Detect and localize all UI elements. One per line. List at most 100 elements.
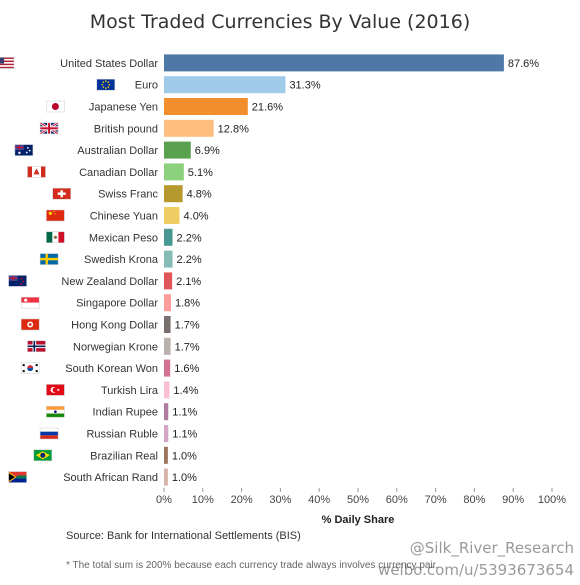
category-label-united-states-dollar: United States Dollar	[60, 58, 158, 70]
sg-flag-icon	[20, 296, 40, 309]
nz-flag-icon	[8, 275, 27, 287]
bars-layer	[164, 54, 504, 486]
footnote: * The total sum is 200% because each cur…	[66, 560, 439, 571]
value-label-swedish-krona: 2.2%	[177, 254, 202, 266]
value-label-turkish-lira: 1.4%	[173, 385, 198, 397]
source-label: Source:	[66, 530, 104, 542]
x-axis-ticks: 0% 10% 20% 30% 40% 50% 60% 70% 80% 90% 100%	[156, 488, 566, 506]
category-label-mexican-peso: Mexican Peso	[89, 232, 158, 244]
bar-singapore-dollar	[164, 294, 171, 312]
ca-flag-icon	[27, 166, 46, 178]
br-flag-icon	[33, 449, 53, 462]
se-flag-icon	[39, 253, 59, 265]
x-tick-label-5: 50%	[347, 494, 369, 506]
bar-russian-ruble	[164, 425, 169, 442]
x-tick-label-3: 30%	[269, 494, 291, 506]
bar-euro	[164, 76, 286, 94]
category-label-australian-dollar: Australian Dollar	[77, 145, 158, 157]
bar-brazilian-real	[164, 446, 168, 464]
au-flag-icon	[14, 144, 34, 156]
bar-united-states-dollar	[164, 54, 504, 72]
value-label-indian-rupee: 1.1%	[172, 407, 197, 419]
bar-british-pound	[164, 119, 214, 137]
bar-chinese-yuan	[164, 207, 180, 224]
value-label-japanese-yen: 21.6%	[252, 102, 283, 114]
in-flag-icon	[46, 405, 65, 418]
mx-flag-icon	[46, 231, 65, 244]
value-label-canadian-dollar: 5.1%	[188, 167, 213, 179]
category-label-chinese-yuan: Chinese Yuan	[90, 211, 158, 223]
us-flag-icon	[0, 57, 15, 69]
category-label-south-korean-won: South Korean Won	[65, 363, 158, 375]
chart-title: Most Traded Currencies By Value (2016)	[90, 11, 471, 33]
bar-australian-dollar	[164, 141, 191, 159]
category-label-hong-kong-dollar: Hong Kong Dollar	[71, 320, 158, 332]
category-label-south-african-rand: South African Rand	[63, 472, 158, 484]
category-label-russian-ruble: Russian Ruble	[86, 429, 158, 441]
source-note: Source: Bank for International Settlemen…	[66, 530, 301, 542]
bar-south-african-rand	[164, 468, 168, 486]
watermark: @Silk_River_Research weibo.com/u/5393673…	[378, 537, 574, 581]
hk-flag-icon	[20, 318, 40, 331]
cn-flag-icon	[46, 209, 65, 222]
category-label-canadian-dollar: Canadian Dollar	[79, 167, 158, 179]
za-flag-icon	[8, 471, 27, 483]
category-label-euro: Euro	[135, 80, 158, 92]
value-label-hong-kong-dollar: 1.7%	[175, 320, 200, 332]
bar-canadian-dollar	[164, 163, 184, 181]
x-tick-label-8: 80%	[463, 494, 485, 506]
bar-turkish-lira	[164, 381, 170, 399]
flags-layer	[0, 57, 116, 483]
x-tick-label-2: 20%	[231, 494, 253, 506]
tr-flag-icon	[46, 384, 65, 396]
x-tick-label-9: 90%	[502, 494, 524, 506]
bar-swedish-krona	[164, 250, 173, 268]
value-label-swiss-franc: 4.8%	[187, 189, 212, 201]
category-label-swiss-franc: Swiss Franc	[98, 189, 158, 201]
value-label-chinese-yuan: 4.0%	[184, 211, 209, 223]
category-label-turkish-lira: Turkish Lira	[101, 385, 159, 397]
bar-norwegian-krone	[164, 337, 171, 355]
bar-indian-rupee	[164, 403, 169, 421]
bar-mexican-peso	[164, 228, 173, 246]
x-tick-label-7: 70%	[425, 494, 447, 506]
value-label-mexican-peso: 2.2%	[177, 232, 202, 244]
no-flag-icon	[27, 340, 46, 353]
kr-flag-icon	[20, 362, 40, 374]
bar-south-korean-won	[164, 359, 171, 377]
value-label-south-african-rand: 1.0%	[172, 472, 197, 484]
category-label-singapore-dollar: Singapore Dollar	[76, 298, 158, 310]
bar-new-zealand-dollar	[164, 272, 173, 290]
value-label-new-zealand-dollar: 2.1%	[176, 276, 201, 288]
gb-flag-icon	[39, 121, 59, 135]
category-label-brazilian-real: Brazilian Real	[90, 450, 158, 462]
x-tick-label-10: 100%	[538, 494, 566, 506]
bar-japanese-yen	[164, 98, 248, 115]
value-label-singapore-dollar: 1.8%	[175, 298, 200, 310]
value-label-russian-ruble: 1.1%	[172, 429, 197, 441]
value-label-south-korean-won: 1.6%	[174, 363, 199, 375]
jp-flag-icon	[46, 100, 65, 113]
x-tick-label-1: 10%	[192, 494, 214, 506]
value-label-brazilian-real: 1.0%	[172, 450, 197, 462]
x-tick-label-0: 0%	[156, 494, 172, 506]
currency-bar-chart: Most Traded Currencies By Value (2016) U…	[0, 11, 566, 526]
x-tick-label-4: 40%	[308, 494, 330, 506]
category-labels: United States Dollar Euro Japanese Yen Brit…	[60, 58, 159, 484]
x-axis-title: % Daily Share	[322, 514, 395, 526]
watermark-url: weibo.com/u/5393673654	[378, 561, 574, 579]
value-label-united-states-dollar: 87.6%	[508, 58, 539, 70]
bar-swiss-franc	[164, 185, 183, 203]
value-label-british-pound: 12.8%	[218, 123, 249, 135]
value-label-norwegian-krone: 1.7%	[175, 341, 200, 353]
category-label-norwegian-krone: Norwegian Krone	[73, 341, 158, 353]
category-label-british-pound: British pound	[94, 123, 158, 135]
source-text: Bank for International Settlements (BIS)	[106, 530, 301, 542]
ch-flag-icon	[52, 187, 71, 200]
watermark-handle: @Silk_River_Research	[409, 539, 574, 557]
value-label-euro: 31.3%	[289, 80, 320, 92]
eu-flag-icon	[96, 78, 116, 91]
category-label-new-zealand-dollar: New Zealand Dollar	[61, 276, 158, 288]
category-label-japanese-yen: Japanese Yen	[89, 102, 158, 114]
category-label-indian-rupee: Indian Rupee	[93, 407, 158, 419]
